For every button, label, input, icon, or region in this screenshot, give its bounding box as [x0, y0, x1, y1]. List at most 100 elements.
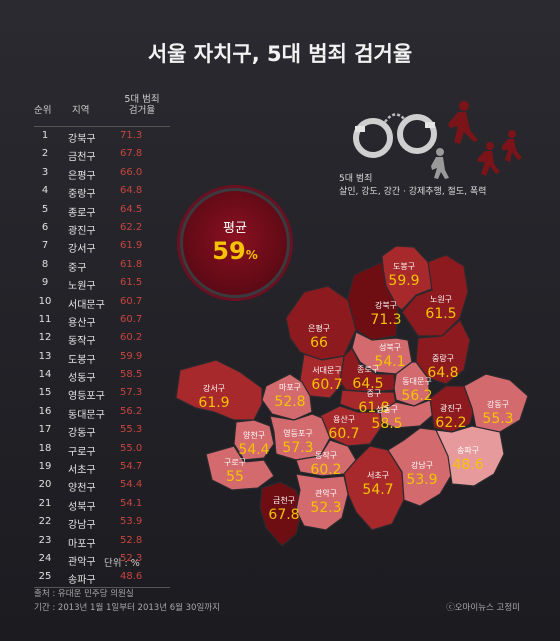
- header-region: 지역: [72, 105, 90, 116]
- district-value-label: 62.2: [435, 415, 466, 431]
- district-value-label: 67.8: [268, 507, 299, 523]
- district-guro: [205, 445, 275, 491]
- row-rank: 24: [38, 552, 52, 564]
- row-rank: 23: [38, 534, 52, 546]
- district-value-label: 58.5: [371, 416, 402, 432]
- row-rank: 1: [41, 130, 49, 141]
- district-value-label: 52.3: [310, 500, 341, 516]
- row-rate: 60.7: [120, 295, 143, 307]
- district-name-label: 용산구: [333, 414, 355, 424]
- row-rate: 60.7: [120, 313, 143, 325]
- district-value-label: 61.8: [358, 400, 389, 416]
- district-name-label: 금천구: [273, 495, 295, 505]
- row-rate: 57.3: [120, 387, 143, 399]
- district-name-label: 도봉구: [393, 262, 415, 271]
- district-eunpyeong: [285, 285, 357, 361]
- page-title: 서울 자치구, 5대 범죄 검거율: [147, 42, 413, 66]
- average-value: 59%: [212, 237, 258, 265]
- district-gangdong: [463, 373, 529, 433]
- district-name-label: 은평구: [308, 323, 330, 333]
- district-value-label: 64.8: [427, 365, 458, 381]
- row-rank: 16: [38, 405, 52, 417]
- row-region: 도봉구: [68, 354, 96, 366]
- row-rank: 19: [38, 461, 52, 473]
- table-row: 2 금천구 67.8: [34, 145, 170, 163]
- period-line: 기간 : 2013년 1월 1일부터 2013년 6월 30일까지: [34, 603, 220, 613]
- table-row: 1 강북구 71.3: [34, 127, 170, 145]
- row-region: 성동구: [68, 373, 96, 385]
- district-name-label: 중구: [367, 389, 382, 398]
- row-rank: 12: [38, 332, 52, 344]
- row-rank: 6: [41, 221, 49, 233]
- table-row: 16 동대문구 56.2: [34, 403, 170, 421]
- legend-detail: 살인, 강도, 강간 · 강제추행, 절도, 폭력: [339, 187, 487, 197]
- row-rank: 17: [38, 424, 52, 436]
- table-row: 11 용산구 60.7: [34, 311, 170, 329]
- header-rank: 순위: [34, 105, 52, 116]
- row-rank: 2: [41, 148, 49, 160]
- district-value-label: 61.9: [198, 395, 229, 411]
- row-rank: 15: [38, 387, 52, 399]
- district-name-label: 중랑구: [432, 353, 454, 363]
- row-region: 광진구: [68, 225, 96, 237]
- unit-label: 단위 : %: [104, 558, 140, 569]
- district-name-label: 광진구: [440, 403, 462, 413]
- district-value-label: 55.3: [482, 411, 513, 427]
- district-songpa: [435, 425, 505, 487]
- table-row: 20 양천구 54.4: [34, 476, 170, 494]
- table-row: 5 종로구 64.5: [34, 201, 170, 219]
- row-region: 금천구: [68, 152, 96, 164]
- table-row: 8 중구 61.8: [34, 256, 170, 274]
- district-value-label: 66: [310, 335, 328, 351]
- row-rank: 14: [38, 369, 52, 381]
- row-region: 성북구: [68, 501, 96, 513]
- row-rate: 54.1: [120, 497, 143, 509]
- row-rate: 55.3: [120, 424, 143, 436]
- source-note: 출처 : 유대운 민주당 의원실 기간 : 2013년 1월 1일부터 2013…: [34, 587, 220, 615]
- row-region: 서대문구: [68, 299, 105, 311]
- crime-legend: 5대 범죄 살인, 강도, 강간 · 강제추행, 절도, 폭력: [339, 173, 486, 199]
- source-line: 출처 : 유대운 민주당 의원실: [34, 589, 134, 599]
- table-row: 15 영등포구 57.3: [34, 384, 170, 402]
- row-region: 동작구: [68, 336, 96, 348]
- row-region: 은평구: [68, 170, 96, 182]
- district-name-label: 동대문구: [402, 377, 431, 386]
- district-mapo: [261, 373, 313, 421]
- row-rank: 13: [38, 350, 52, 362]
- district-name-label: 노원구: [430, 295, 452, 304]
- table-row: 17 강동구 55.3: [34, 421, 170, 439]
- row-rank: 10: [38, 295, 52, 307]
- row-region: 강남구: [68, 520, 96, 532]
- district-name-label: 성북구: [379, 343, 401, 352]
- table-header: 순위 지역 5대 범죄 검거율: [34, 92, 170, 127]
- credit: ⓒ오마이뉴스 고정미: [446, 603, 520, 613]
- row-rate: 71.3: [120, 130, 143, 141]
- district-name-label: 양천구: [243, 430, 265, 440]
- row-rank: 8: [41, 258, 49, 270]
- row-rate: 64.8: [120, 185, 143, 197]
- row-rate: 58.5: [120, 369, 143, 381]
- district-value-label: 56.2: [401, 388, 432, 404]
- table-row: 7 강서구 61.9: [34, 237, 170, 255]
- row-rate: 54.4: [120, 479, 143, 491]
- row-region: 종로구: [68, 207, 96, 219]
- row-region: 강북구: [68, 134, 96, 145]
- row-rate: 60.2: [120, 332, 143, 344]
- row-rank: 20: [38, 479, 52, 491]
- row-rate: 61.8: [120, 258, 143, 270]
- row-rank: 4: [41, 185, 49, 197]
- row-rate: 61.9: [120, 240, 143, 252]
- district-name-label: 송파구: [457, 446, 479, 455]
- district-value-label: 54.4: [238, 442, 269, 458]
- district-name-label: 종로구: [357, 365, 379, 374]
- table-row: 13 도봉구 59.9: [34, 348, 170, 366]
- table-row: 12 동작구 60.2: [34, 329, 170, 347]
- row-region: 양천구: [68, 483, 96, 495]
- row-rate: 56.2: [120, 405, 143, 417]
- row-region: 서초구: [68, 465, 96, 477]
- district-name-label: 성동구: [376, 405, 398, 414]
- row-rate: 52.8: [120, 534, 143, 546]
- average-label: 평균: [223, 221, 247, 236]
- table-row: 10 서대문구 60.7: [34, 293, 170, 311]
